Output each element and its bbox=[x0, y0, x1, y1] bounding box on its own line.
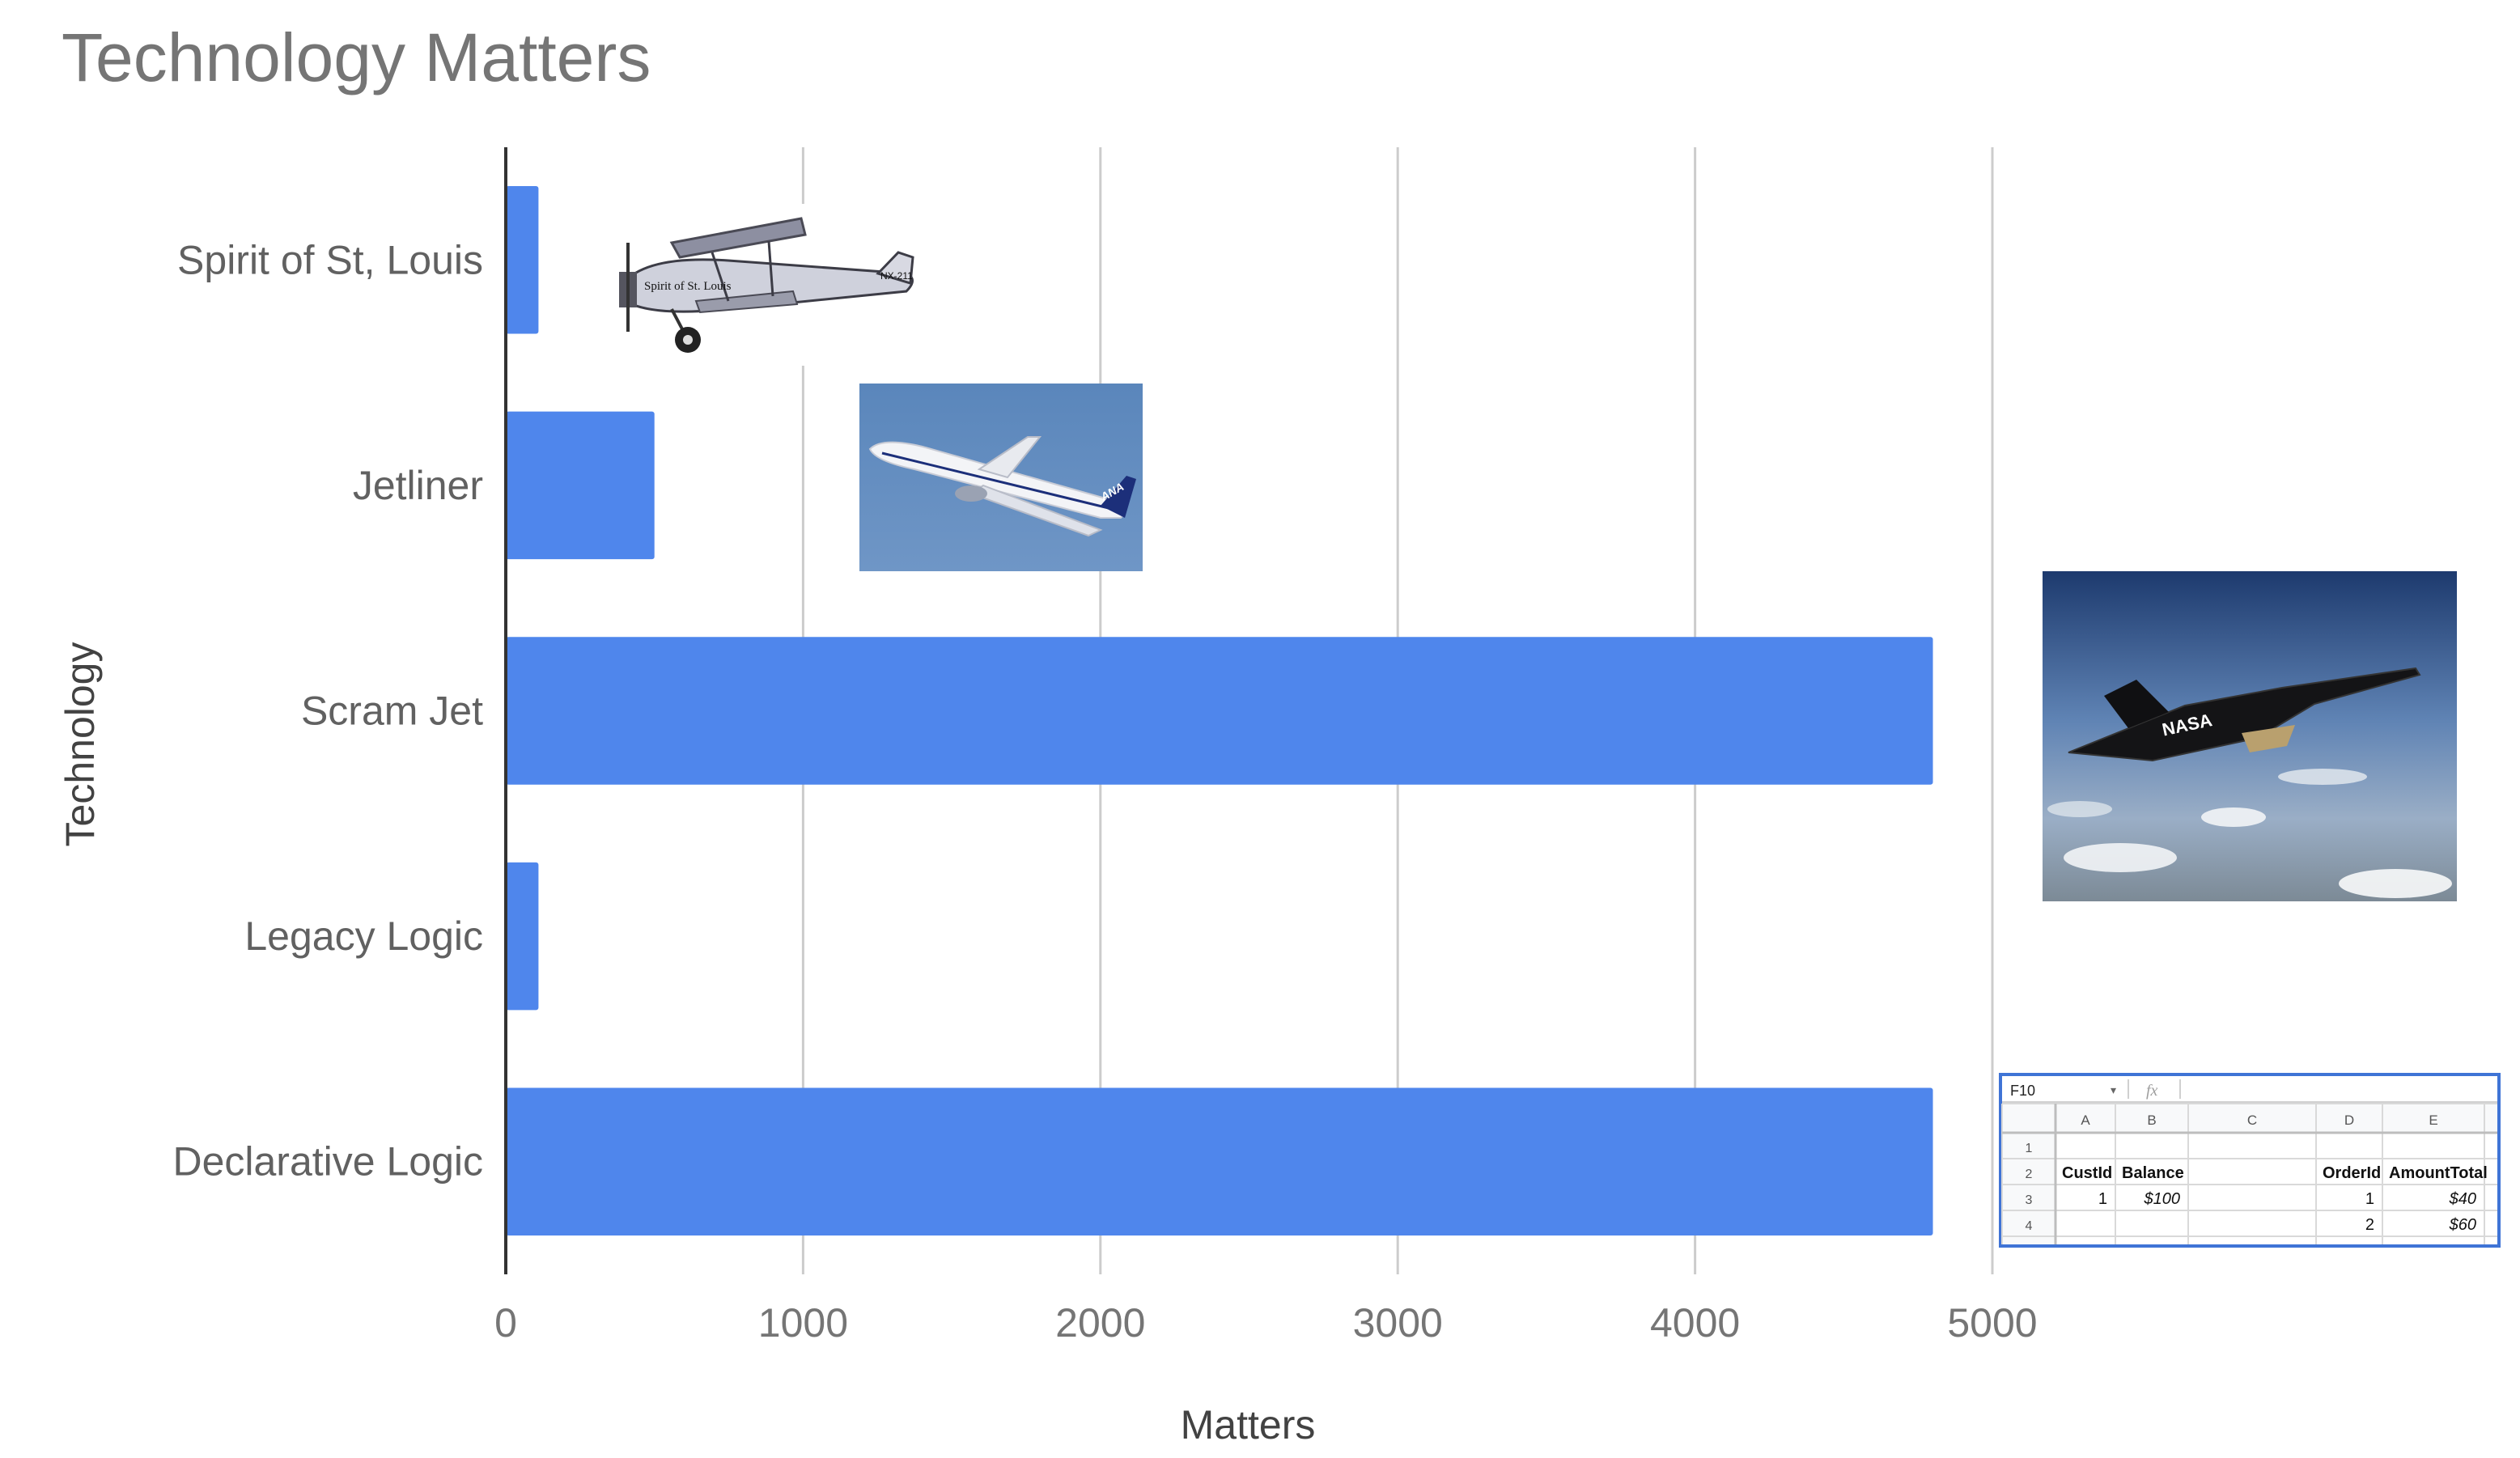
x-tick-label: 3000 bbox=[1353, 1300, 1443, 1346]
column-header[interactable]: B bbox=[2147, 1113, 2156, 1128]
sheet-cell[interactable]: Balance bbox=[2122, 1164, 2184, 1182]
row-header[interactable]: 1 bbox=[2026, 1142, 2033, 1155]
category-label: Legacy Logic bbox=[244, 913, 483, 959]
x-tick-label: 0 bbox=[494, 1300, 517, 1346]
sheet-cell[interactable]: 1 bbox=[2098, 1190, 2107, 1208]
bar[interactable] bbox=[506, 1087, 1933, 1235]
bar[interactable] bbox=[506, 637, 1933, 785]
sheet-cell[interactable]: $100 bbox=[2144, 1190, 2181, 1208]
fx-icon: fx bbox=[2146, 1082, 2158, 1100]
scramjet-image: NASA bbox=[2043, 571, 2457, 901]
sheet-cell[interactable]: $40 bbox=[2449, 1190, 2476, 1208]
column-header[interactable]: A bbox=[2081, 1113, 2090, 1128]
bar[interactable] bbox=[506, 411, 655, 560]
category-label: Spirit of St, Louis bbox=[177, 237, 483, 282]
name-box[interactable]: F10 bbox=[2010, 1083, 2035, 1099]
jetliner-image: ANA bbox=[859, 384, 1143, 571]
x-tick-label: 4000 bbox=[1650, 1300, 1740, 1346]
bar[interactable] bbox=[506, 186, 539, 334]
column-header[interactable]: C bbox=[2247, 1113, 2257, 1128]
row-header[interactable]: 3 bbox=[2026, 1193, 2033, 1207]
x-tick-label: 1000 bbox=[758, 1300, 848, 1346]
row-header[interactable]: 2 bbox=[2026, 1168, 2033, 1181]
x-axis-label: Matters bbox=[1181, 1402, 1316, 1447]
sheet-cell[interactable]: 2 bbox=[2365, 1216, 2374, 1234]
chart-title: Technology Matters bbox=[62, 19, 651, 95]
name-box-dropdown-icon[interactable]: ▾ bbox=[2111, 1083, 2116, 1096]
biplane-image: Spirit of St. Louis NX-211 bbox=[609, 204, 932, 366]
x-tick-label: 5000 bbox=[1947, 1300, 2037, 1346]
row-header[interactable]: 4 bbox=[2026, 1219, 2033, 1233]
y-axis-label: Technology bbox=[57, 642, 103, 847]
column-header[interactable]: D bbox=[2344, 1113, 2354, 1128]
spreadsheet-snippet: F10 ▾ fx A B C D E 1 2 CustId Balance OrderId Amou… bbox=[1999, 1073, 2501, 1248]
category-label: Declarative Logic bbox=[172, 1139, 483, 1185]
biplane-marking-label: Spirit of St. Louis bbox=[644, 280, 732, 293]
sheet-cell[interactable]: 1 bbox=[2365, 1190, 2374, 1208]
category-label: Scram Jet bbox=[301, 689, 483, 734]
sheet-cell[interactable]: $60 bbox=[2449, 1216, 2476, 1234]
sheet-cell[interactable]: CustId bbox=[2062, 1164, 2112, 1182]
category-label: Jetliner bbox=[353, 463, 483, 508]
x-tick-label: 2000 bbox=[1055, 1300, 1145, 1346]
biplane-tail-marking: NX-211 bbox=[880, 270, 913, 282]
bar[interactable] bbox=[506, 862, 539, 1011]
column-header[interactable]: E bbox=[2429, 1113, 2437, 1128]
sheet-cell[interactable]: AmountTotal bbox=[2389, 1164, 2488, 1182]
sheet-cell[interactable]: OrderId bbox=[2323, 1164, 2381, 1182]
